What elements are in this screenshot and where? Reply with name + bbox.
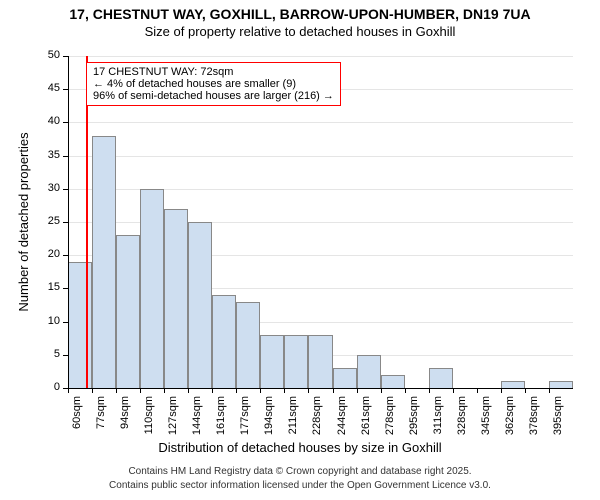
chart-subtitle: Size of property relative to detached ho… <box>0 24 600 39</box>
x-tick-label: 295sqm <box>408 396 420 446</box>
x-tick-label: 244sqm <box>336 396 348 446</box>
x-tick <box>525 388 526 393</box>
histogram-bar <box>236 302 260 388</box>
annotation-line: 96% of semi-detached houses are larger (… <box>93 90 334 102</box>
gridline <box>68 156 573 157</box>
x-tick <box>116 388 117 393</box>
histogram-bar <box>308 335 332 388</box>
histogram-bar <box>549 381 573 388</box>
annotation-line: ← 4% of detached houses are smaller (9) <box>93 78 334 90</box>
x-tick-label: 228sqm <box>311 396 323 446</box>
x-tick <box>308 388 309 393</box>
x-tick-label: 110sqm <box>143 396 155 446</box>
x-tick-label: 177sqm <box>239 396 251 446</box>
x-axis-line <box>68 388 573 389</box>
x-axis-label: Distribution of detached houses by size … <box>0 440 600 455</box>
x-tick <box>405 388 406 393</box>
x-tick <box>284 388 285 393</box>
histogram-bar <box>501 381 525 388</box>
x-tick-label: 278sqm <box>384 396 396 446</box>
histogram-bar <box>284 335 308 388</box>
annotation-line: 17 CHESTNUT WAY: 72sqm <box>93 66 334 78</box>
histogram-bar <box>357 355 381 388</box>
x-tick-label: 77sqm <box>95 396 107 446</box>
x-tick-label: 261sqm <box>360 396 372 446</box>
x-tick-label: 161sqm <box>215 396 227 446</box>
x-tick <box>381 388 382 393</box>
histogram-bar <box>333 368 357 388</box>
x-tick-label: 94sqm <box>119 396 131 446</box>
x-tick-label: 345sqm <box>480 396 492 446</box>
x-tick <box>92 388 93 393</box>
histogram-bar <box>116 235 140 388</box>
x-tick-label: 144sqm <box>191 396 203 446</box>
attribution-line: Contains public sector information licen… <box>0 480 600 491</box>
x-tick <box>357 388 358 393</box>
x-tick <box>453 388 454 393</box>
x-tick <box>236 388 237 393</box>
y-axis-line <box>68 56 69 388</box>
x-tick <box>164 388 165 393</box>
histogram-bar <box>260 335 284 388</box>
histogram-bar <box>381 375 405 388</box>
x-tick <box>429 388 430 393</box>
histogram-bar <box>429 368 453 388</box>
x-tick <box>188 388 189 393</box>
x-tick-label: 378sqm <box>528 396 540 446</box>
attribution-line: Contains HM Land Registry data © Crown c… <box>0 466 600 477</box>
x-tick-label: 194sqm <box>263 396 275 446</box>
histogram-bar <box>92 136 116 388</box>
histogram-bar <box>212 295 236 388</box>
histogram-bar <box>164 209 188 388</box>
histogram-bar <box>188 222 212 388</box>
histogram-bar <box>68 262 92 388</box>
x-tick-label: 328sqm <box>456 396 468 446</box>
x-tick <box>212 388 213 393</box>
chart-title: 17, CHESTNUT WAY, GOXHILL, BARROW-UPON-H… <box>0 6 600 22</box>
x-tick <box>501 388 502 393</box>
annotation-box: 17 CHESTNUT WAY: 72sqm← 4% of detached h… <box>86 62 341 106</box>
x-tick <box>140 388 141 393</box>
x-tick <box>68 388 69 393</box>
histogram-bar <box>140 189 164 388</box>
x-tick-label: 127sqm <box>167 396 179 446</box>
x-tick-label: 60sqm <box>71 396 83 446</box>
x-tick-label: 395sqm <box>552 396 564 446</box>
x-tick-label: 311sqm <box>432 396 444 446</box>
x-tick-label: 211sqm <box>287 396 299 446</box>
x-tick <box>549 388 550 393</box>
gridline <box>68 56 573 57</box>
x-tick <box>260 388 261 393</box>
x-tick <box>333 388 334 393</box>
gridline <box>68 122 573 123</box>
y-axis-label: Number of detached properties <box>16 56 31 388</box>
x-tick <box>477 388 478 393</box>
x-tick-label: 362sqm <box>504 396 516 446</box>
